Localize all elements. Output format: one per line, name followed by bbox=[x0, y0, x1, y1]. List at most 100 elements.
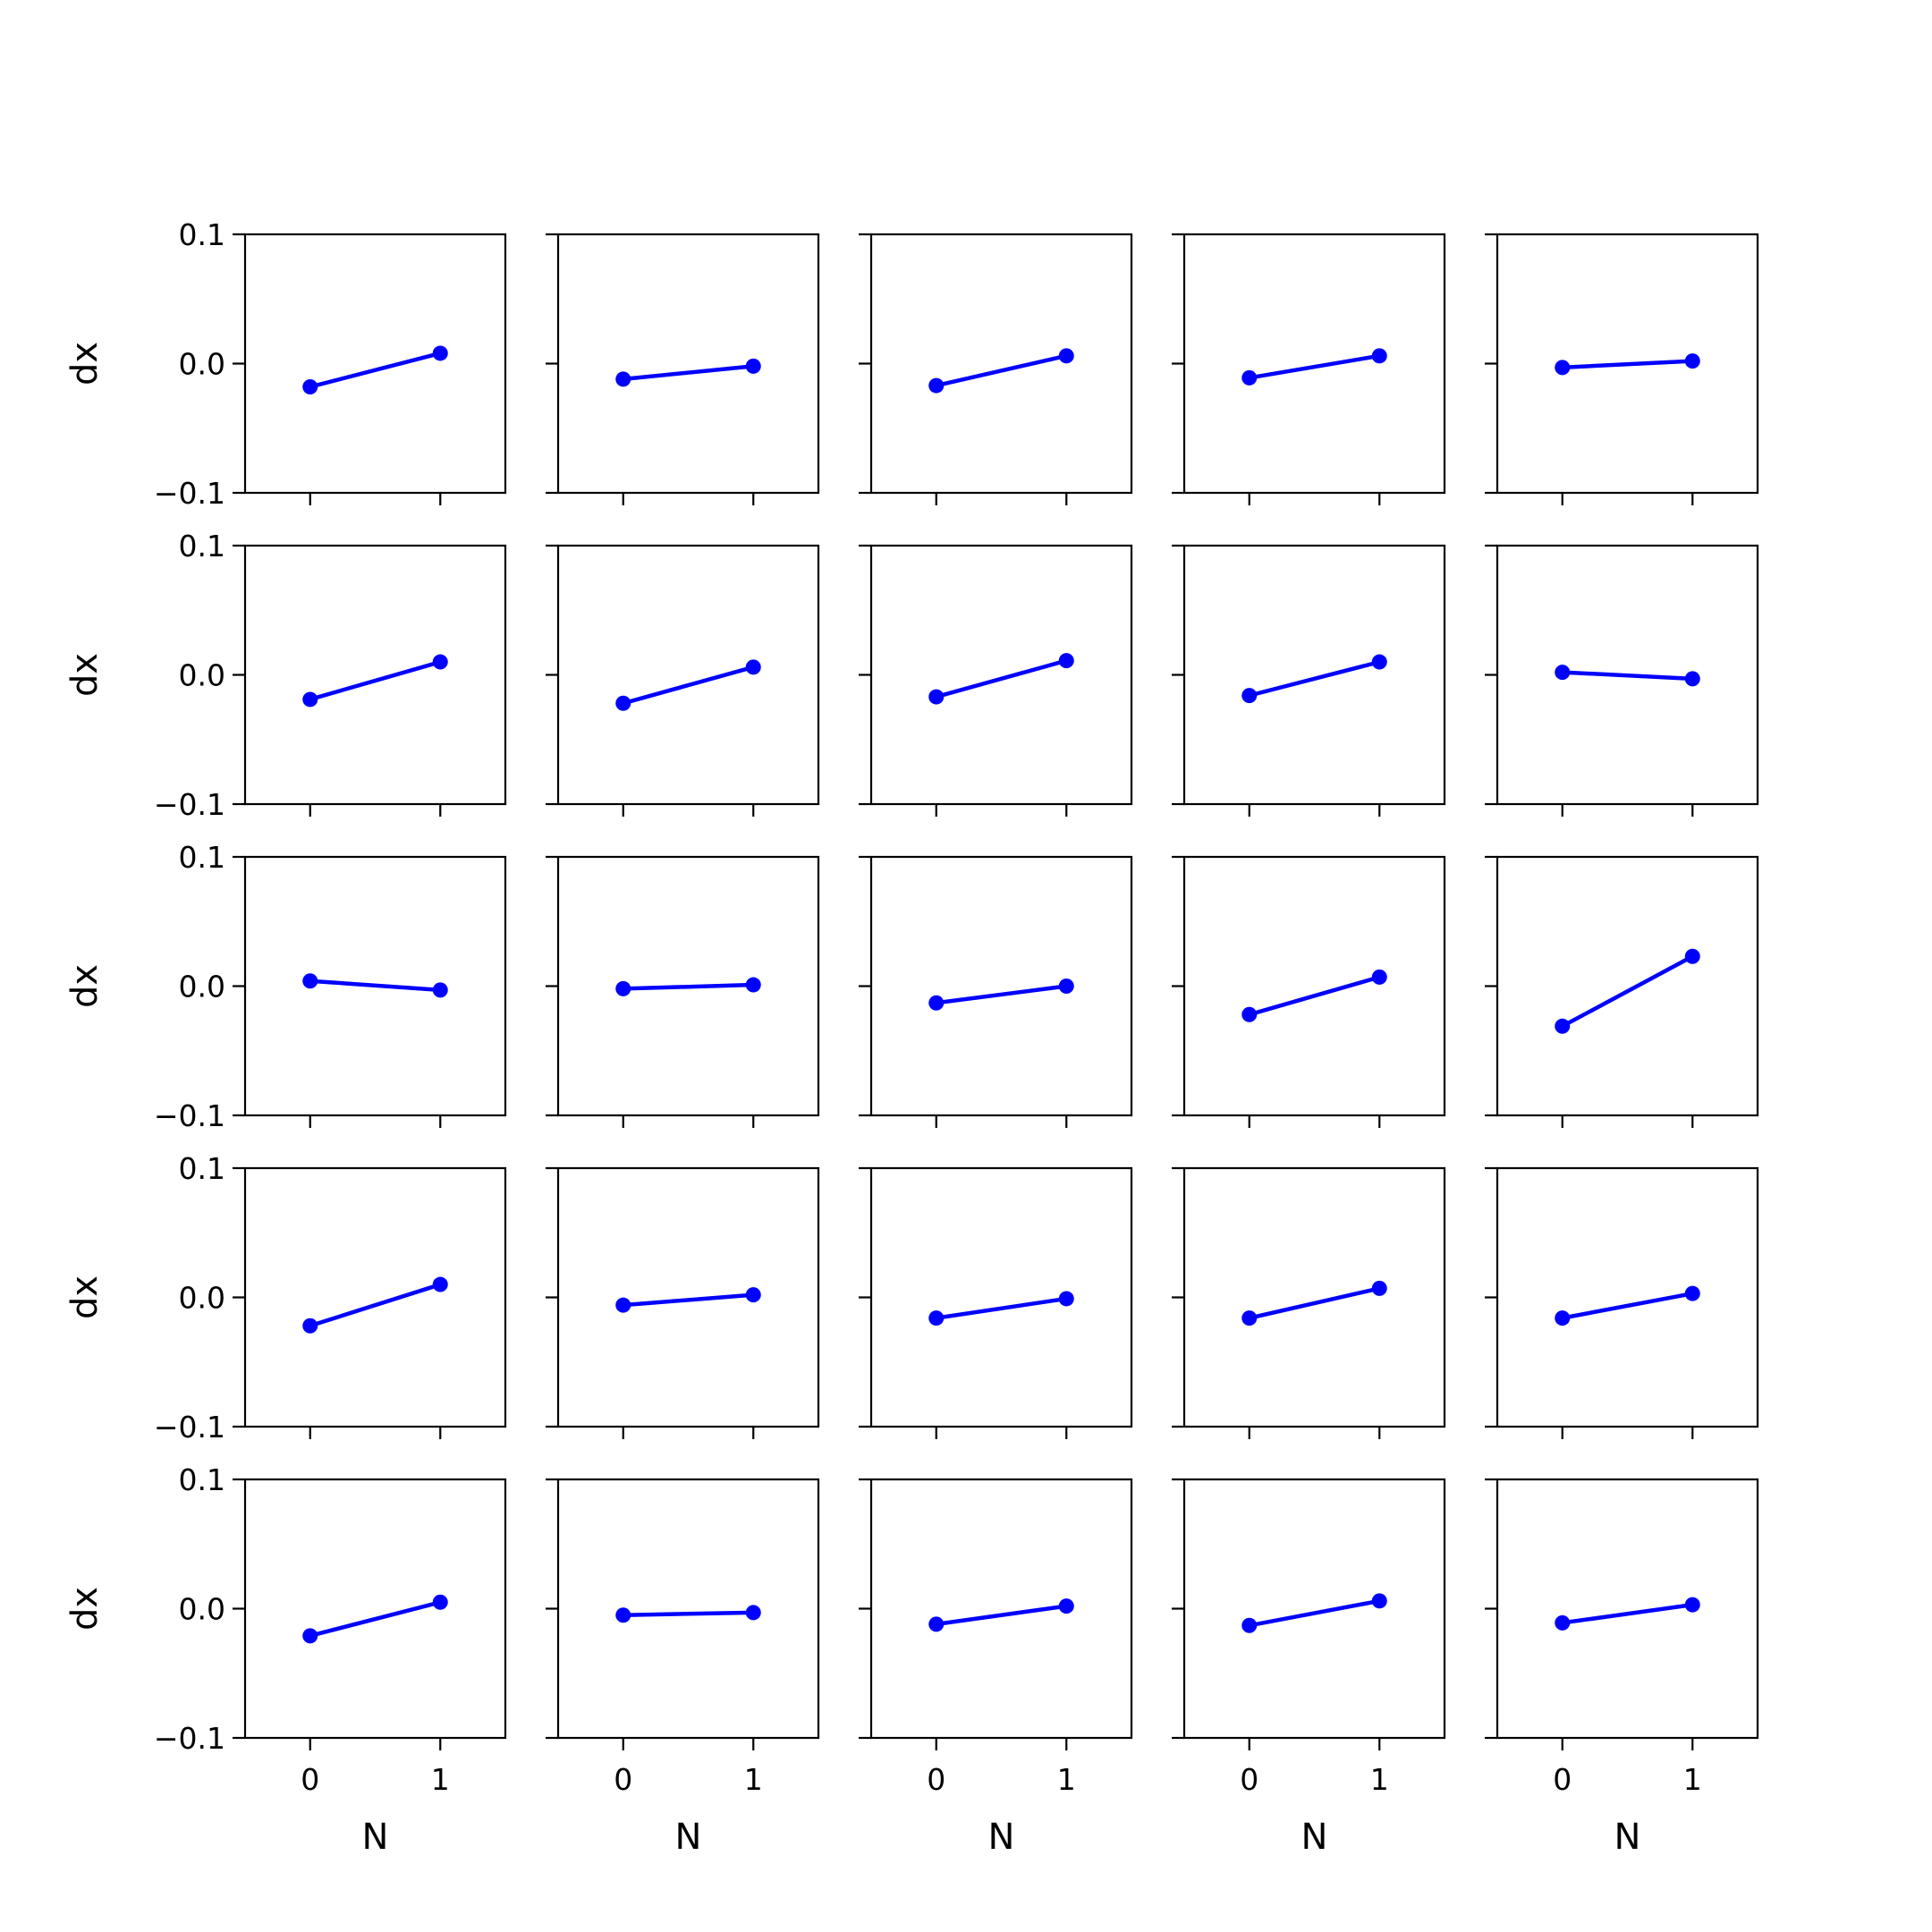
data-point-marker bbox=[302, 379, 318, 395]
data-point-marker bbox=[928, 1310, 945, 1326]
x-axis-label: N bbox=[1301, 1817, 1328, 1858]
y-tick-label: −0.1 bbox=[154, 1098, 225, 1133]
y-tick-label: −0.1 bbox=[154, 1410, 225, 1445]
y-tick-label: 0.1 bbox=[179, 1151, 225, 1186]
data-point-marker bbox=[745, 977, 761, 993]
subplot-r3-c1: 0.1 0.0 −0.1 dx bbox=[64, 840, 507, 1133]
x-tick-label: 0 bbox=[301, 1762, 319, 1797]
x-axis-label: N bbox=[1614, 1817, 1641, 1858]
data-point-marker bbox=[1555, 1310, 1571, 1326]
series-line bbox=[1247, 975, 1382, 1017]
y-tick-label: 0.0 bbox=[179, 970, 225, 1004]
y-axis-label: dx bbox=[64, 1275, 106, 1319]
series-line bbox=[308, 1282, 443, 1328]
data-point-marker bbox=[745, 659, 761, 675]
y-tick-label: 0.0 bbox=[179, 658, 225, 693]
subplot-r2-c3 bbox=[859, 544, 1133, 817]
series-line bbox=[308, 659, 443, 702]
data-point-marker bbox=[745, 1605, 761, 1621]
subplot-r3-c5 bbox=[1485, 855, 1759, 1128]
axes-frame bbox=[556, 544, 820, 806]
axes-frame bbox=[556, 233, 820, 495]
subplot-r5-c2: 0 1 N bbox=[546, 1478, 820, 1858]
series-line bbox=[934, 1296, 1069, 1320]
axes-frame bbox=[869, 1166, 1133, 1428]
series-line bbox=[621, 1292, 756, 1308]
subplot-r2-c5 bbox=[1485, 544, 1759, 817]
data-point-marker bbox=[1684, 1285, 1700, 1301]
subplot-r3-c3 bbox=[859, 855, 1133, 1128]
y-axis-label: dx bbox=[64, 1587, 106, 1631]
x-tick-label: 1 bbox=[431, 1762, 450, 1797]
subplot-r5-c5: 0 1 N bbox=[1485, 1478, 1759, 1858]
subplot-r4-c5 bbox=[1485, 1166, 1759, 1439]
y-axis-label: dx bbox=[64, 342, 106, 386]
subplot-r4-c2 bbox=[546, 1166, 820, 1439]
data-point-marker bbox=[1555, 1614, 1571, 1631]
x-tick-label: 1 bbox=[1057, 1762, 1076, 1797]
series-line bbox=[1560, 359, 1695, 370]
data-point-marker bbox=[615, 695, 631, 711]
data-point-marker bbox=[1555, 665, 1571, 681]
axes-frame bbox=[243, 233, 507, 495]
subplot-r2-c2 bbox=[546, 544, 820, 817]
series-line bbox=[621, 1610, 756, 1617]
y-tick-label: −0.1 bbox=[154, 787, 225, 822]
data-point-marker bbox=[1371, 348, 1387, 364]
subplot-r4-c1: 0.1 0.0 −0.1 dx bbox=[64, 1151, 507, 1445]
data-point-marker bbox=[432, 345, 448, 361]
data-point-marker bbox=[1371, 969, 1387, 985]
y-tick-label: 0.1 bbox=[179, 529, 225, 564]
subplot-r4-c3 bbox=[859, 1166, 1133, 1439]
axes-frame bbox=[869, 233, 1133, 495]
axes-frame bbox=[1182, 233, 1446, 495]
series-line bbox=[1560, 954, 1695, 1029]
series-line bbox=[1560, 1291, 1695, 1320]
series-line bbox=[621, 982, 756, 991]
data-point-marker bbox=[1241, 688, 1258, 704]
axes-frame bbox=[1182, 855, 1446, 1117]
y-tick-label: 0.0 bbox=[179, 347, 225, 382]
subplot-r2-c1: 0.1 0.0 −0.1 dx bbox=[64, 529, 507, 822]
data-point-marker bbox=[1371, 654, 1387, 670]
y-tick-label: −0.1 bbox=[154, 476, 225, 511]
series-line bbox=[1247, 659, 1382, 698]
data-point-marker bbox=[745, 358, 761, 374]
data-point-marker bbox=[432, 654, 448, 670]
series-line bbox=[621, 665, 756, 706]
y-axis-label: dx bbox=[64, 964, 106, 1008]
series-line bbox=[308, 351, 443, 389]
axes-frame bbox=[243, 544, 507, 806]
series-line bbox=[308, 979, 443, 993]
data-point-marker bbox=[1058, 1598, 1074, 1614]
x-tick-label: 0 bbox=[614, 1762, 632, 1797]
axes-frame bbox=[243, 1478, 507, 1740]
data-point-marker bbox=[302, 1628, 318, 1644]
x-tick-label: 0 bbox=[927, 1762, 945, 1797]
axes-frame bbox=[869, 544, 1133, 806]
x-tick-label: 1 bbox=[1683, 1762, 1702, 1797]
axes-frame bbox=[1496, 855, 1759, 1117]
series-line bbox=[934, 1604, 1069, 1627]
series-line bbox=[1560, 1602, 1695, 1625]
x-axis-label: N bbox=[988, 1817, 1015, 1858]
data-point-marker bbox=[432, 1276, 448, 1292]
data-point-marker bbox=[302, 691, 318, 708]
subplot-r5-c4: 0 1 N bbox=[1172, 1478, 1446, 1858]
subplot-r5-c3: 0 1 N bbox=[859, 1478, 1133, 1858]
data-point-marker bbox=[1684, 1597, 1700, 1613]
axes-frame bbox=[1182, 1478, 1446, 1740]
subplot-r4-c4 bbox=[1172, 1166, 1446, 1439]
x-tick-label: 0 bbox=[1553, 1762, 1572, 1797]
data-point-marker bbox=[928, 689, 945, 705]
x-axis-label: N bbox=[675, 1817, 702, 1858]
axes-frame bbox=[869, 855, 1133, 1117]
data-point-marker bbox=[1058, 653, 1074, 669]
data-point-marker bbox=[928, 995, 945, 1011]
data-point-marker bbox=[1241, 1617, 1258, 1633]
data-point-marker bbox=[1684, 948, 1700, 964]
data-point-marker bbox=[928, 1616, 945, 1632]
data-point-marker bbox=[302, 973, 318, 989]
y-tick-label: 0.0 bbox=[179, 1281, 225, 1316]
